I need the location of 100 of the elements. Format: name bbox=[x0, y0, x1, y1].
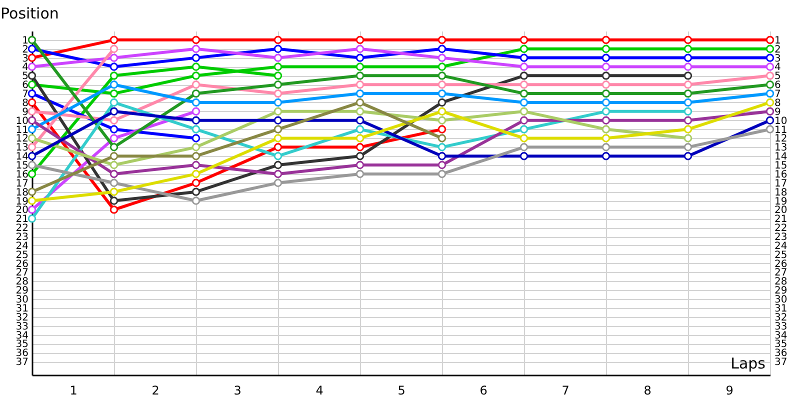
point bbox=[192, 54, 200, 62]
point bbox=[110, 44, 118, 53]
y-tick-label: 25 bbox=[16, 250, 28, 261]
point bbox=[110, 170, 118, 178]
x-tick-label: 6 bbox=[480, 384, 488, 398]
point bbox=[110, 152, 118, 160]
y-tick-label: 16 bbox=[16, 169, 28, 180]
point bbox=[192, 62, 200, 71]
point bbox=[28, 196, 36, 205]
point bbox=[766, 98, 774, 107]
point bbox=[356, 143, 364, 152]
point bbox=[28, 89, 36, 98]
point bbox=[110, 188, 118, 196]
point bbox=[356, 72, 364, 80]
y2-tick-label: 3 bbox=[774, 53, 781, 64]
point bbox=[520, 36, 528, 44]
point bbox=[766, 116, 774, 124]
point bbox=[192, 196, 200, 205]
point bbox=[274, 125, 282, 134]
point bbox=[192, 80, 200, 89]
point bbox=[356, 44, 364, 53]
point bbox=[602, 54, 610, 62]
point bbox=[356, 107, 364, 116]
point bbox=[438, 44, 446, 53]
point bbox=[274, 152, 282, 160]
point bbox=[766, 36, 774, 44]
point bbox=[28, 188, 36, 196]
point bbox=[684, 89, 692, 98]
point bbox=[274, 80, 282, 89]
point bbox=[192, 178, 200, 187]
point bbox=[110, 98, 118, 107]
point bbox=[274, 160, 282, 170]
y2-tick-label: 25 bbox=[774, 250, 788, 261]
point bbox=[602, 125, 610, 134]
point bbox=[356, 152, 364, 160]
y-tick-label: 9 bbox=[22, 106, 28, 118]
point bbox=[520, 98, 528, 107]
point bbox=[438, 80, 446, 89]
point bbox=[520, 72, 528, 80]
point bbox=[520, 80, 528, 89]
point bbox=[274, 116, 282, 124]
y2-tick-label: 1 bbox=[774, 35, 781, 46]
x-tick-label: 4 bbox=[316, 384, 324, 398]
point bbox=[274, 89, 282, 98]
x-tick-label: 9 bbox=[726, 384, 734, 398]
point bbox=[602, 62, 610, 71]
point bbox=[602, 116, 610, 124]
point bbox=[356, 170, 364, 178]
point bbox=[684, 107, 692, 116]
point bbox=[110, 134, 118, 142]
point bbox=[110, 160, 118, 170]
point bbox=[602, 134, 610, 142]
point bbox=[766, 54, 774, 62]
point bbox=[356, 62, 364, 71]
point bbox=[274, 54, 282, 62]
point bbox=[28, 98, 36, 107]
point bbox=[438, 54, 446, 62]
point bbox=[274, 134, 282, 142]
point bbox=[28, 143, 36, 152]
point bbox=[766, 80, 774, 89]
point bbox=[684, 36, 692, 44]
point bbox=[28, 107, 36, 116]
x-tick-label: 7 bbox=[562, 384, 570, 398]
point bbox=[110, 36, 118, 44]
point bbox=[438, 160, 446, 170]
point bbox=[766, 44, 774, 53]
point bbox=[520, 107, 528, 116]
point bbox=[274, 44, 282, 53]
point bbox=[110, 107, 118, 116]
x-tick-label: 8 bbox=[644, 384, 652, 398]
y-tick-label: 18 bbox=[16, 187, 28, 198]
point bbox=[274, 178, 282, 187]
point bbox=[438, 170, 446, 178]
y2-tick-label: 32 bbox=[774, 312, 788, 324]
y2-tick-label: 31 bbox=[774, 303, 788, 314]
point bbox=[356, 134, 364, 142]
point bbox=[110, 54, 118, 62]
point bbox=[110, 143, 118, 152]
point bbox=[28, 36, 36, 44]
point bbox=[356, 54, 364, 62]
y2-tick-label: 2 bbox=[774, 44, 781, 56]
x-tick-label: 5 bbox=[398, 384, 406, 398]
point bbox=[28, 116, 36, 124]
point bbox=[274, 36, 282, 44]
point bbox=[192, 72, 200, 80]
y2-tick-label: 18 bbox=[774, 187, 788, 198]
y2-tick-label: 10 bbox=[774, 116, 788, 127]
y-tick-label: 3 bbox=[22, 53, 28, 64]
point bbox=[356, 89, 364, 98]
point bbox=[192, 125, 200, 134]
point bbox=[356, 80, 364, 89]
point bbox=[274, 143, 282, 152]
point bbox=[192, 44, 200, 53]
point bbox=[602, 44, 610, 53]
point bbox=[520, 116, 528, 124]
point bbox=[520, 44, 528, 53]
point bbox=[602, 89, 610, 98]
point bbox=[684, 143, 692, 152]
point bbox=[684, 80, 692, 89]
point bbox=[192, 170, 200, 178]
